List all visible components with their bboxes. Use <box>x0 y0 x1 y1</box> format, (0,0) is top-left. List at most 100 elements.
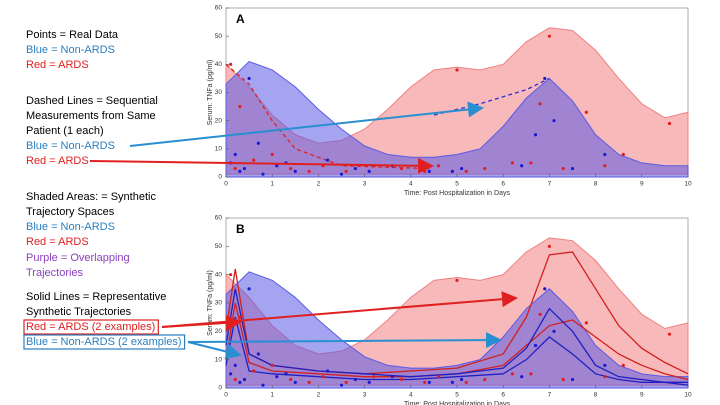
x-tick-label: 5 <box>455 181 459 188</box>
data-point <box>261 172 265 176</box>
data-point <box>344 380 348 384</box>
data-point <box>584 321 588 325</box>
y-tick-label: 20 <box>215 117 223 124</box>
x-axis-label: Time: Post Hospitalization in Days <box>404 401 510 405</box>
data-point <box>399 166 404 171</box>
x-tick-label: 2 <box>317 181 321 188</box>
note-text: Synthetic Trajectories <box>26 306 132 318</box>
data-point <box>238 380 242 384</box>
data-point <box>233 363 237 367</box>
x-tick-label: 7 <box>548 181 552 188</box>
data-point <box>247 76 251 81</box>
data-point <box>307 380 311 384</box>
data-point <box>483 166 487 171</box>
data-point <box>229 372 233 376</box>
data-point <box>293 380 297 384</box>
trajectory-line <box>225 288 688 383</box>
data-point <box>233 166 237 171</box>
data-point <box>561 377 565 382</box>
data-point <box>252 369 256 373</box>
data-point <box>427 169 431 173</box>
data-point <box>552 119 556 123</box>
data-point <box>520 164 524 168</box>
data-point <box>307 169 311 173</box>
data-point <box>547 34 552 38</box>
y-tick-label: 50 <box>215 243 223 250</box>
data-point <box>621 363 625 367</box>
data-point <box>252 158 256 162</box>
y-tick-label: 10 <box>215 356 223 363</box>
data-point <box>570 377 575 382</box>
data-point <box>247 287 251 291</box>
data-point <box>603 164 607 168</box>
data-point <box>464 380 468 384</box>
data-point <box>455 68 459 72</box>
chart-panel: 0 10 20 30 40 50 60 0 1 2 3 4 5 6 7 8 9 10 Time: Post Hosp… <box>207 5 692 197</box>
note-text: Blue = Non-ARDS <box>26 140 115 152</box>
data-point <box>284 372 288 376</box>
data-point <box>450 380 454 384</box>
data-point <box>256 141 260 145</box>
x-tick-label: 10 <box>684 392 692 399</box>
note-text: Measurements from Same <box>26 110 156 122</box>
data-point <box>455 278 459 282</box>
y-tick-label: 10 <box>215 146 223 153</box>
dashed-line <box>225 63 430 170</box>
data-point <box>667 332 672 336</box>
data-point <box>339 172 344 176</box>
note-text: Blue = Non-ARDS <box>26 44 115 56</box>
data-point <box>270 363 274 367</box>
note-text: Trajectories <box>26 267 84 279</box>
data-point <box>520 375 524 379</box>
data-point <box>423 380 427 384</box>
arrow <box>129 101 484 147</box>
data-point <box>603 152 607 157</box>
data-point <box>293 169 297 173</box>
data-point <box>339 383 344 387</box>
data-point <box>603 375 607 379</box>
x-tick-label: 8 <box>594 181 598 188</box>
panel-label: A <box>236 12 245 26</box>
note-text: Red = ARDS <box>26 59 89 71</box>
note-text: Points = Real Data <box>26 29 119 41</box>
data-point <box>533 343 538 348</box>
x-tick-label: 2 <box>317 392 321 399</box>
chart-panel: 0 10 20 30 40 50 60 0 1 2 3 4 5 6 7 8 9 10 Time: Post Hosp… <box>207 215 692 405</box>
x-tick-label: 7 <box>548 392 552 399</box>
y-axis-label: Serum: TNFa (pg/ml) <box>207 270 214 336</box>
data-point <box>423 169 427 173</box>
note-text: Shaded Areas: = Synthetic <box>26 191 156 203</box>
data-point <box>275 164 279 168</box>
note-text: Red = ARDS <box>26 155 89 167</box>
data-point <box>529 372 533 376</box>
data-point <box>367 380 371 384</box>
panel-label: B <box>236 222 245 236</box>
note-text: Dashed Lines = Sequential <box>26 95 158 107</box>
x-tick-label: 9 <box>640 181 644 188</box>
note-text: Purple = Overlapping <box>26 252 130 264</box>
data-point <box>667 121 672 126</box>
data-point <box>289 166 293 171</box>
data-point <box>436 375 441 379</box>
x-tick-label: 0 <box>224 181 228 188</box>
y-tick-label: 30 <box>215 89 223 96</box>
data-point <box>543 76 547 81</box>
x-tick-label: 0 <box>224 392 228 399</box>
x-tick-label: 3 <box>363 181 367 188</box>
note-text: Blue = Non-ARDS <box>26 221 115 233</box>
note-text: Blue = Non-ARDS (2 examples) <box>26 336 182 348</box>
data-point <box>289 377 293 382</box>
arrow <box>161 291 518 328</box>
data-point <box>353 166 357 171</box>
data-point <box>321 375 325 379</box>
arrows <box>89 101 518 360</box>
data-point <box>229 62 233 66</box>
data-point <box>367 169 371 173</box>
x-tick-label: 6 <box>501 181 505 188</box>
data-point <box>603 363 607 367</box>
data-point <box>427 380 431 384</box>
data-point <box>238 315 242 319</box>
y-axis-label: Serum: TNFa (pg/ml) <box>207 60 214 126</box>
data-point <box>353 377 357 382</box>
data-point <box>436 164 441 168</box>
